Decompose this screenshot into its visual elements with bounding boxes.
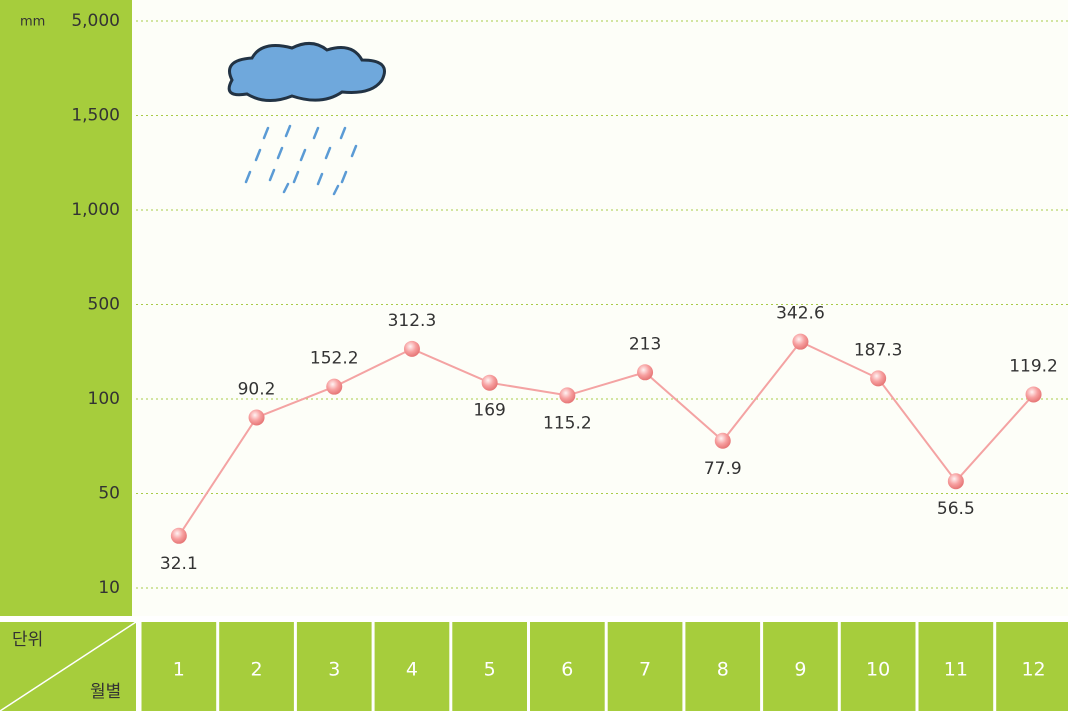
- data-label: 77.9: [704, 459, 742, 479]
- y-unit-label: mm: [20, 15, 45, 30]
- data-point: [170, 527, 187, 544]
- category-cell: [530, 622, 605, 711]
- category-cell: [141, 622, 217, 711]
- y-tick-label: 500: [88, 295, 120, 315]
- category-cell: [452, 622, 527, 711]
- data-label: 213: [629, 334, 661, 354]
- corner-bottom: 월별: [90, 682, 121, 702]
- corner-diagonal: [0, 621, 137, 711]
- y-axis-band: [0, 0, 132, 616]
- category-cell: [607, 622, 683, 711]
- data-point: [403, 340, 420, 357]
- data-point: [248, 409, 265, 426]
- x-tick-label: 7: [639, 659, 651, 681]
- x-tick-label: 2: [251, 659, 263, 681]
- rain-cloud-icon: [227, 42, 386, 196]
- y-tick-label: 10: [98, 578, 120, 598]
- data-point: [792, 333, 809, 350]
- data-label: 56.5: [937, 499, 975, 519]
- data-point: [637, 364, 654, 381]
- x-tick-label: 9: [794, 659, 806, 681]
- category-cell: [840, 622, 916, 711]
- data-label: 152.2: [310, 349, 359, 369]
- category-cell: [996, 622, 1068, 711]
- category-cell: [685, 622, 761, 711]
- x-tick-label: 8: [717, 659, 729, 681]
- y-tick-label: 100: [88, 389, 120, 409]
- data-point: [326, 378, 343, 395]
- data-label: 342.6: [776, 304, 825, 324]
- data-label: 312.3: [388, 311, 437, 331]
- x-tick-label: 11: [944, 659, 968, 681]
- y-tick-label: 1,500: [71, 106, 120, 126]
- corner-top: 단위: [12, 630, 43, 650]
- data-label: 169: [473, 401, 505, 421]
- category-cell: [918, 622, 994, 711]
- x-tick-label: 10: [866, 659, 890, 681]
- x-tick-label: 12: [1021, 659, 1045, 681]
- data-point: [947, 473, 964, 490]
- data-point: [870, 370, 887, 387]
- category-cell: [374, 622, 450, 711]
- category-cell: [763, 622, 838, 711]
- x-tick-label: 3: [328, 659, 340, 681]
- plot-area: [132, 0, 1068, 616]
- y-tick-label: 5,000: [71, 11, 120, 31]
- data-line: [177, 340, 1035, 537]
- data-label: 90.2: [238, 380, 276, 400]
- data-point: [714, 432, 731, 449]
- data-label: 32.1: [160, 554, 198, 574]
- data-point: [559, 387, 576, 404]
- y-tick-label: 1,000: [71, 200, 120, 220]
- data-label: 187.3: [854, 340, 903, 360]
- data-label: 115.2: [543, 413, 592, 433]
- x-tick-label: 1: [173, 659, 185, 681]
- category-cell: [219, 622, 294, 711]
- x-tick-label: 6: [561, 659, 573, 681]
- category-cell: [296, 622, 372, 711]
- x-tick-label: 4: [406, 659, 418, 681]
- y-tick-label: 50: [98, 484, 120, 504]
- data-point: [1025, 386, 1042, 403]
- data-point: [481, 374, 498, 391]
- data-label: 119.2: [1009, 356, 1058, 376]
- x-tick-label: 5: [484, 659, 496, 681]
